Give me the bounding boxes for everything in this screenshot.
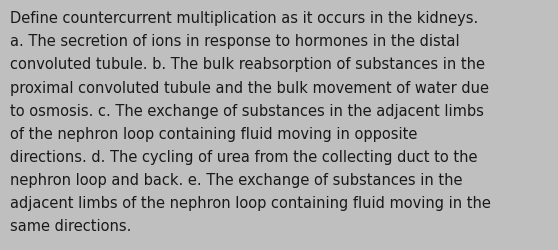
Text: proximal convoluted tubule and the bulk movement of water due: proximal convoluted tubule and the bulk … [10, 80, 489, 95]
Text: of the nephron loop containing fluid moving in opposite: of the nephron loop containing fluid mov… [10, 126, 417, 141]
Text: to osmosis. c. The exchange of substances in the adjacent limbs: to osmosis. c. The exchange of substance… [10, 103, 484, 118]
Text: same directions.: same directions. [10, 218, 132, 233]
Text: a. The secretion of ions in response to hormones in the distal: a. The secretion of ions in response to … [10, 34, 460, 49]
Text: convoluted tubule. b. The bulk reabsorption of substances in the: convoluted tubule. b. The bulk reabsorpt… [10, 57, 485, 72]
Text: directions. d. The cycling of urea from the collecting duct to the: directions. d. The cycling of urea from … [10, 149, 478, 164]
Text: nephron loop and back. e. The exchange of substances in the: nephron loop and back. e. The exchange o… [10, 172, 463, 187]
Text: Define countercurrent multiplication as it occurs in the kidneys.: Define countercurrent multiplication as … [10, 11, 478, 26]
Text: adjacent limbs of the nephron loop containing fluid moving in the: adjacent limbs of the nephron loop conta… [10, 195, 491, 210]
